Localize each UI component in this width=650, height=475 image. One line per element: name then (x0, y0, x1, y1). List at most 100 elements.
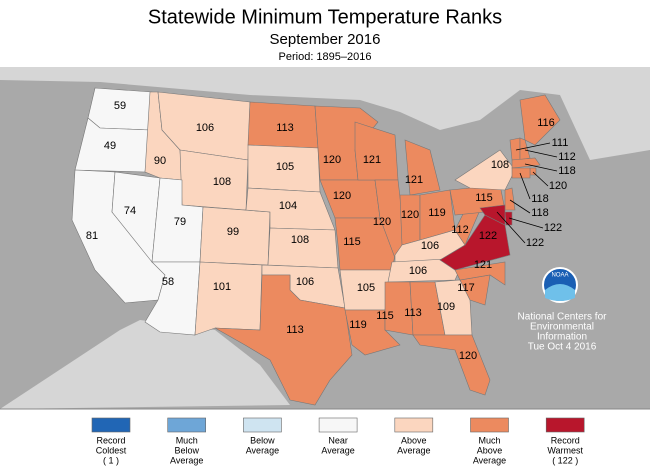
state-rank: 106 (296, 276, 314, 288)
state-rank: 58 (162, 276, 174, 288)
state-rank: 106 (196, 122, 214, 134)
state (404, 139, 441, 196)
state-rank: 122 (544, 222, 562, 234)
leader-line (532, 171, 549, 187)
state-rank: 115 (343, 236, 361, 248)
legend-label: Below (174, 445, 199, 455)
legend-swatch (243, 417, 282, 433)
legend-label: Much (478, 435, 500, 445)
legend-label: Near (328, 435, 348, 445)
state-rank: 101 (213, 281, 231, 293)
state-rank: 106 (421, 240, 439, 252)
state-rank: 59 (114, 100, 126, 112)
legend-swatch (394, 417, 434, 433)
state (504, 211, 513, 226)
legend-label: Record (96, 435, 125, 445)
state-rank: 104 (279, 200, 297, 212)
leader-line (509, 199, 531, 214)
legend-swatch (470, 417, 509, 433)
state (511, 167, 531, 179)
state (434, 279, 473, 336)
leader-line (524, 163, 558, 172)
state-rank: 108 (291, 234, 309, 246)
subtitle: September 2016 (270, 31, 381, 48)
state-rank: 99 (227, 226, 239, 238)
state-rank: 120 (373, 216, 391, 228)
state-rank: 108 (491, 159, 509, 171)
state-rank: 117 (457, 282, 475, 294)
leader-line (519, 172, 531, 200)
credit-line: National Centers for (518, 312, 608, 323)
legend-label: Average (246, 445, 279, 455)
state (194, 261, 263, 336)
leader-line (515, 142, 551, 151)
legend-label: Average (321, 445, 354, 455)
state-rank: 74 (124, 205, 136, 217)
legend-label: Average (170, 455, 203, 465)
state-rank: 115 (475, 192, 493, 204)
state-rank: 49 (104, 140, 116, 152)
state (509, 137, 521, 161)
legend-label: Below (250, 435, 275, 445)
state-rank: 81 (86, 230, 98, 242)
legend-label: Much (176, 435, 198, 445)
state (519, 94, 561, 146)
state (214, 274, 353, 406)
state-rank: 118 (531, 207, 549, 219)
legend-swatch (318, 417, 358, 433)
state-rank: 122 (526, 237, 544, 249)
state-rank: 106 (409, 265, 427, 277)
state-rank: 105 (276, 161, 294, 173)
state-rank: 118 (558, 165, 576, 177)
state-rank: 120 (333, 190, 351, 202)
state-rank: 120 (549, 180, 567, 192)
state-rank: 90 (154, 155, 166, 167)
states (71, 87, 561, 406)
mexico (0, 320, 290, 409)
leader-line (496, 211, 526, 244)
state (519, 137, 531, 161)
credit-line: Information (537, 332, 587, 343)
state-rank: 113 (286, 324, 304, 336)
legend-label: Coldest (96, 445, 127, 455)
overlay: 59 49 81 74 90 106 108 79 58 99 101 113 105 104 108 106… (86, 100, 607, 362)
state-rank: 118 (531, 193, 549, 205)
noaa-logo-text: NOAA (551, 273, 568, 279)
state (504, 187, 516, 211)
state-rank: 79 (174, 216, 186, 228)
legend-swatch (167, 417, 206, 433)
credit-line: Tue Oct 4 2016 (528, 342, 597, 353)
leader-line (524, 149, 558, 158)
legend-swatch (91, 417, 131, 433)
state-rank: 112 (558, 151, 576, 163)
state-rank: 121 (363, 154, 381, 166)
legend-label: Above (477, 445, 503, 455)
state-rank: 120 (459, 350, 477, 362)
state-rank: 120 (401, 209, 419, 221)
legend-swatch (545, 417, 585, 433)
state-rank: 115 (376, 310, 394, 322)
legend-label: Above (401, 435, 427, 445)
state (412, 334, 491, 396)
state-rank: 108 (213, 176, 231, 188)
state-rank: 116 (537, 117, 555, 129)
state-rank: 112 (451, 224, 469, 236)
legend-label: ( 1 ) (103, 455, 119, 465)
legend-label: ( 122 ) (552, 455, 578, 465)
leader-line (508, 217, 544, 229)
state (454, 261, 506, 286)
state (454, 149, 516, 191)
legend-label: Average (397, 445, 430, 455)
state-rank: 122 (479, 230, 497, 242)
canada (0, 67, 650, 160)
legend-label: Record (551, 435, 580, 445)
period: Period: 1895–2016 (279, 51, 372, 63)
state-rank: 109 (437, 301, 455, 313)
state-rank: 121 (405, 174, 423, 186)
state-rank: 111 (552, 137, 569, 149)
legend-label: Average (473, 455, 506, 465)
state-rank: 121 (474, 259, 492, 271)
noaa-logo-wave (545, 284, 575, 301)
title: Statewide Minimum Temperature Ranks (148, 6, 502, 28)
